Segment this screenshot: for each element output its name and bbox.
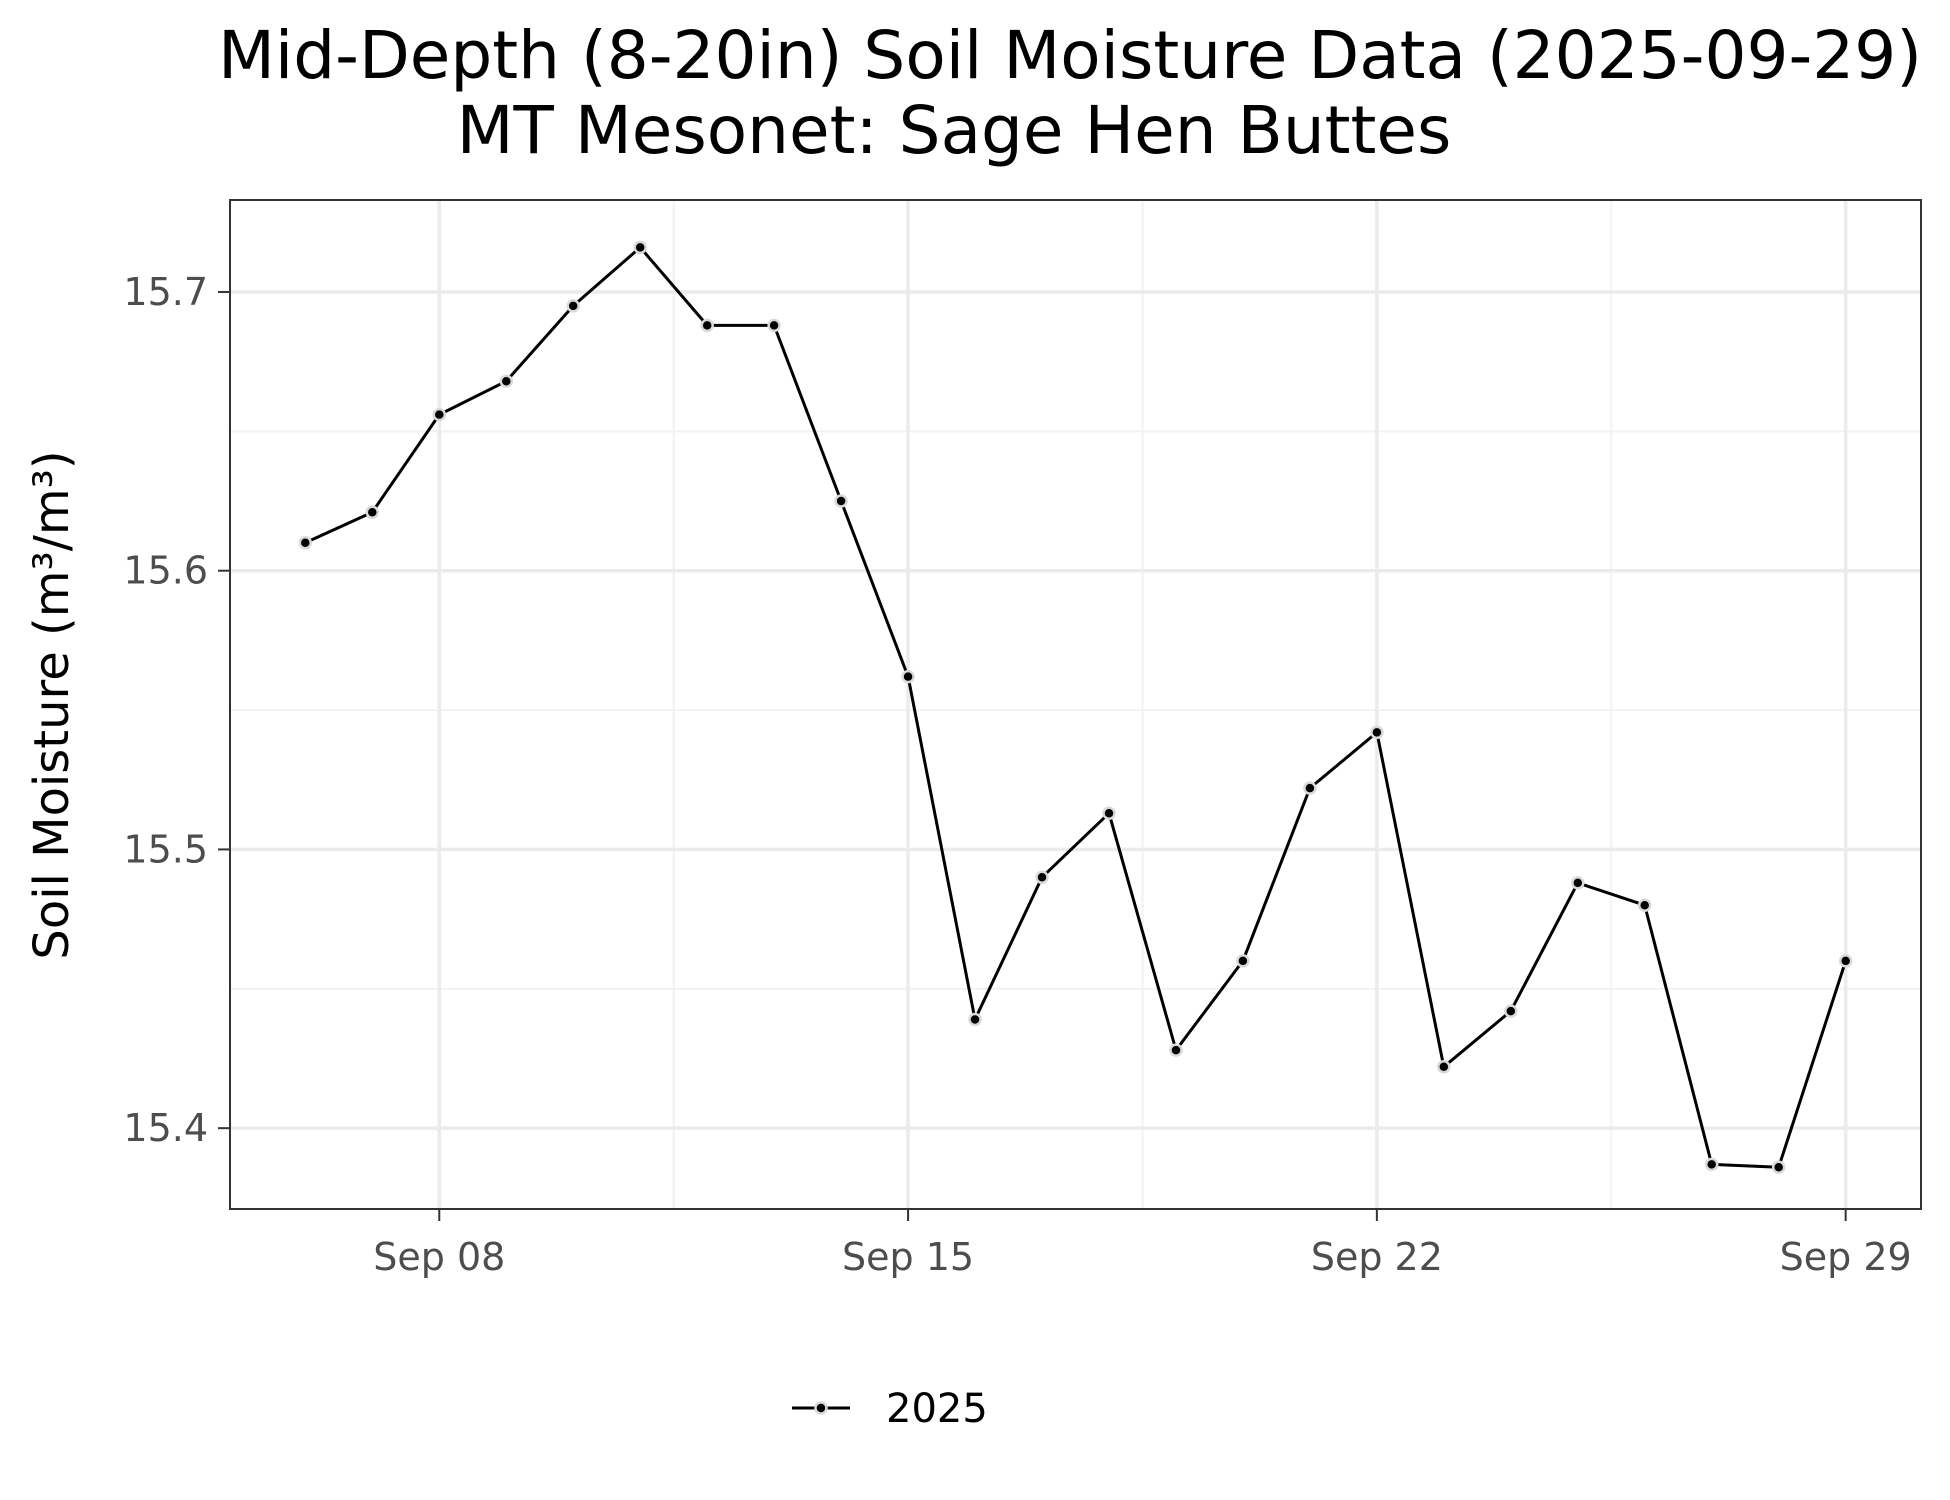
series-line [304, 245, 1848, 1169]
data-point [298, 536, 313, 550]
legend-point-key [814, 1401, 828, 1415]
data-point [1838, 954, 1853, 968]
x-axis: Sep 08 Sep 15 Sep 22 Sep 29 [373, 1209, 1912, 1279]
major-gridlines [230, 200, 1921, 1209]
y-tick-label: 15.5 [123, 827, 208, 871]
legend-label-2025: 2025 [886, 1386, 988, 1432]
minor-gridlines [230, 200, 1921, 1209]
data-point [968, 1012, 982, 1027]
data-point [365, 505, 380, 519]
data-point [566, 299, 580, 313]
data-point [1035, 870, 1049, 885]
x-tick-label: Sep 15 [842, 1235, 974, 1279]
data-point [1236, 954, 1250, 968]
series-2025 [298, 240, 1853, 1174]
data-point [1370, 725, 1384, 740]
x-tick-label: Sep 22 [1311, 1235, 1443, 1279]
data-point [499, 374, 514, 388]
data-point [633, 240, 647, 255]
title-group: Mid-Depth (8-20in) Soil Moisture Data (2… [218, 17, 1922, 169]
data-point [834, 494, 848, 508]
y-tick-label: 15.7 [123, 270, 208, 314]
y-tick-label: 15.6 [123, 549, 208, 593]
y-tick-label: 15.4 [123, 1106, 208, 1150]
y-axis-label: Soil Moisture (m³/m³) [24, 450, 80, 959]
data-point [901, 669, 915, 684]
data-point [1704, 1157, 1719, 1172]
x-tick-label: Sep 29 [1780, 1235, 1912, 1279]
data-point [1303, 781, 1317, 795]
data-point [1571, 876, 1585, 890]
data-point [1437, 1060, 1451, 1074]
plot-panel-border [229, 199, 1922, 1210]
data-point [432, 407, 447, 422]
data-point [1771, 1160, 1786, 1174]
legend: 2025 [792, 1386, 988, 1432]
data-point [1504, 1004, 1518, 1018]
data-point [700, 318, 714, 333]
data-point [1637, 898, 1652, 912]
chart-subtitle: MT Mesonet: Sage Hen Buttes [457, 92, 1452, 169]
x-tick-label: Sep 08 [373, 1235, 505, 1279]
data-point [1169, 1043, 1183, 1057]
data-point [767, 318, 781, 333]
y-axis: 15.4 15.5 15.6 15.7 [123, 270, 230, 1150]
data-point [1102, 806, 1116, 820]
chart-title: Mid-Depth (8-20in) Soil Moisture Data (2… [218, 17, 1922, 94]
